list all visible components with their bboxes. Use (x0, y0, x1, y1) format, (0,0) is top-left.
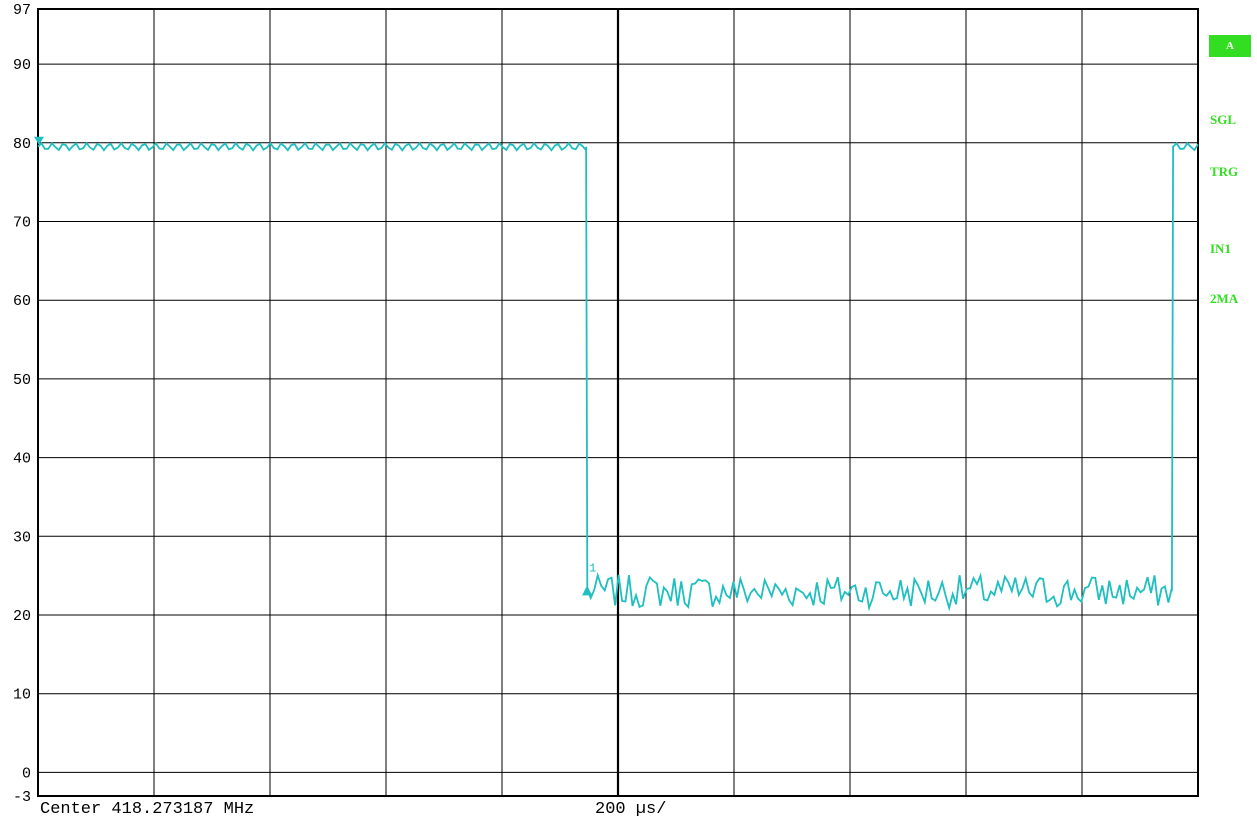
trace-line (37, 141, 1199, 612)
y-tick-label: 70 (13, 214, 31, 231)
center-frequency-label: Center 418.273187 MHz (40, 800, 255, 819)
reference-marker-icon (34, 136, 44, 145)
y-tick-label: 97 (13, 2, 31, 19)
in1-label: IN1 (1210, 241, 1231, 256)
y-tick-label: 0 (22, 765, 31, 782)
y-tick-label: 10 (13, 687, 31, 704)
y-tick-label: 80 (13, 136, 31, 153)
sgl-label: SGL (1210, 112, 1237, 127)
marker-1-label: 1 (589, 561, 596, 575)
y-tick-label: 30 (13, 529, 31, 546)
y-tick-label: 90 (13, 57, 31, 74)
y-tick-label: 50 (13, 372, 31, 389)
y-tick-label: 60 (13, 293, 31, 310)
trg-label: TRG (1210, 164, 1239, 179)
trace-a-badge: A (1209, 35, 1251, 57)
sweep-time-label: 200 µs/ (595, 800, 667, 819)
y-tick-label: 20 (13, 608, 31, 625)
marker-1-icon (582, 585, 593, 596)
y-tick-label: -3 (13, 789, 31, 806)
plot-frame (37, 8, 1199, 797)
y-tick-label: 40 (13, 451, 31, 468)
2ma-label: 2MA (1210, 291, 1239, 306)
